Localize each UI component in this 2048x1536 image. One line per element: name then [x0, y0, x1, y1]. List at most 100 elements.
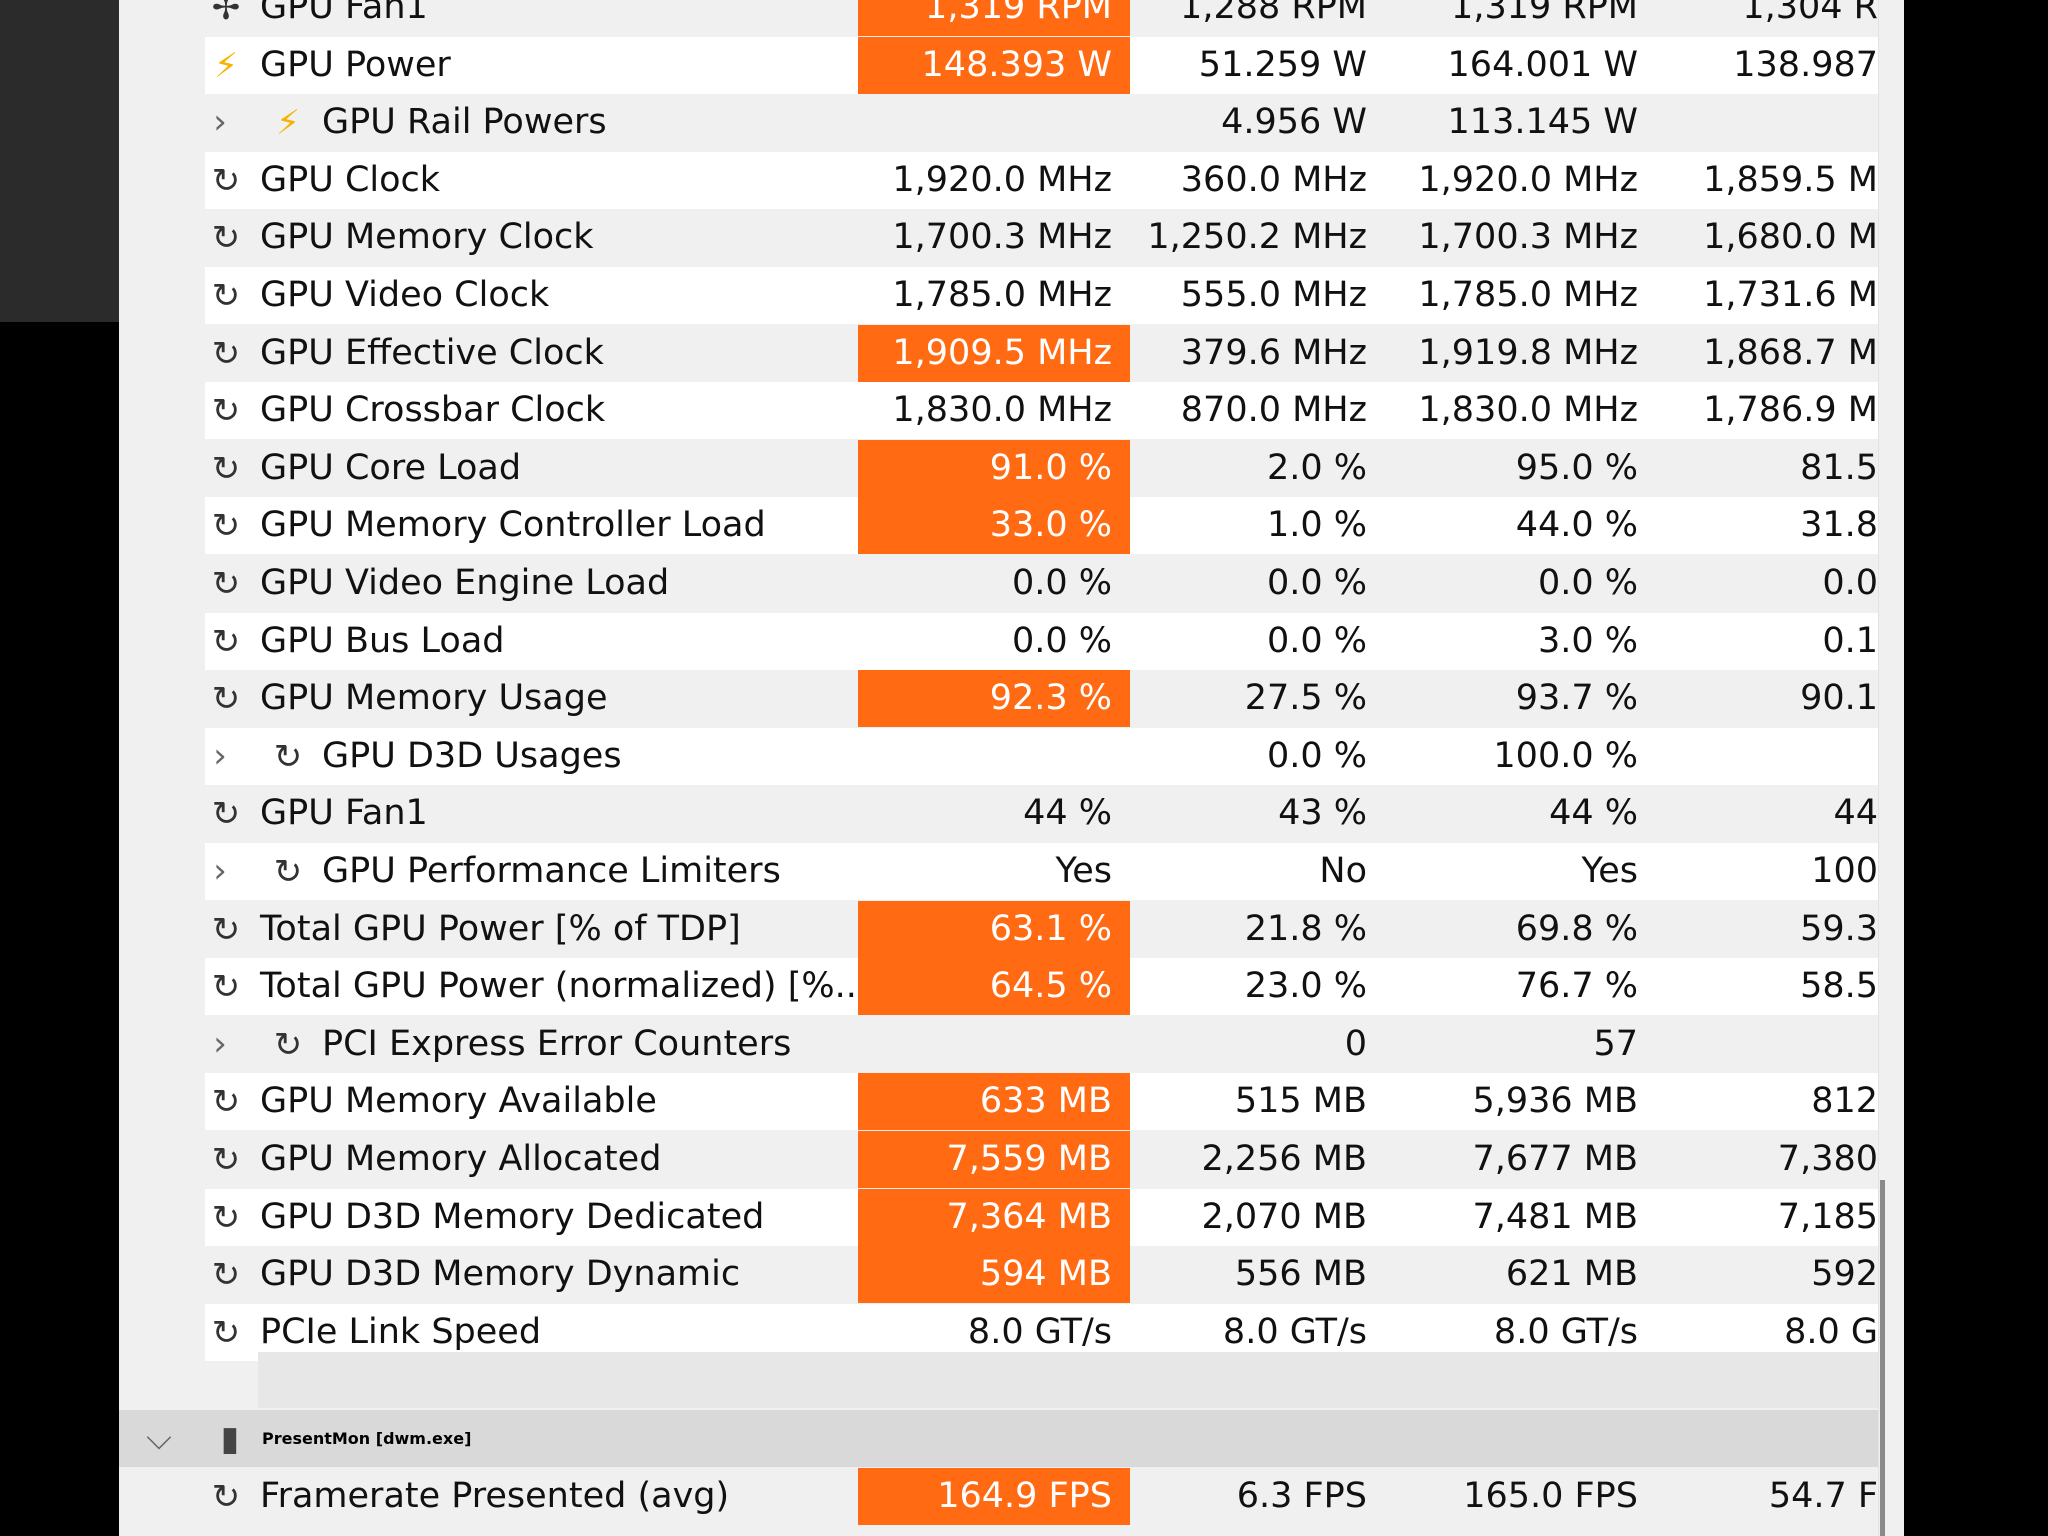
sensor-row[interactable]: ↻ GPU Fan1 44 % 43 % 44 % 44 — [205, 785, 1878, 842]
sensor-row[interactable]: › ↻ GPU D3D Usages 0.0 % 100.0 % — [205, 728, 1878, 785]
current-cell: 64.5 % — [858, 958, 1130, 1015]
max-value: 57 — [1593, 1024, 1638, 1064]
bolt-icon: ⚡ — [276, 103, 300, 143]
average-value: 90.1 — [1800, 678, 1878, 718]
min-value: 0 — [1344, 1024, 1367, 1064]
sensor-row[interactable]: ↻ Total GPU Power [% of TDP] 63.1 % 21.8 % 6… — [205, 901, 1878, 958]
current-cell: 1,785.0 MHz — [858, 267, 1130, 324]
vertical-scrollbar[interactable] — [1878, 0, 1901, 1536]
max-value: 76.7 % — [1515, 966, 1638, 1006]
sensor-row[interactable]: ↻ GPU Core Load 91.0 % 2.0 % 95.0 % 81.5 — [205, 440, 1878, 497]
chip-icon: ▮ — [220, 1419, 240, 1459]
min-value: 870.0 MHz — [1180, 390, 1367, 430]
max-value: 1,830.0 MHz — [1418, 390, 1638, 430]
max-value: 44 % — [1549, 793, 1638, 833]
max-value: 8.0 GT/s — [1493, 1312, 1638, 1352]
average-value: 59.3 — [1800, 909, 1878, 949]
current-cell — [858, 728, 1130, 785]
sensor-row[interactable]: ↻ GPU Video Engine Load 0.0 % 0.0 % 0.0 % 0.0 — [205, 555, 1878, 612]
sensor-row[interactable]: ↻ GPU Video Clock 1,785.0 MHz 555.0 MHz 1,78… — [205, 267, 1878, 324]
sensor-name: PCI Express Error Counters — [322, 1024, 792, 1064]
max-value: 3.0 % — [1537, 621, 1638, 661]
current-cell: 7,364 MB — [858, 1189, 1130, 1246]
average-value: 1,868.7 M — [1703, 333, 1878, 373]
sensor-row[interactable]: ↻ GPU Clock 1,920.0 MHz 360.0 MHz 1,920.0 MH… — [205, 152, 1878, 209]
sensor-name: GPU Fan1 — [260, 0, 428, 27]
max-value: 7,677 MB — [1472, 1139, 1638, 1179]
current-value: 91.0 % — [989, 448, 1112, 488]
current-cell: 1,830.0 MHz — [858, 382, 1130, 439]
max-value: 95.0 % — [1515, 448, 1638, 488]
current-cell: 1,319 RPM — [858, 0, 1130, 36]
scrollbar-thumb[interactable] — [1880, 1180, 1885, 1536]
min-value: 515 MB — [1234, 1081, 1367, 1121]
min-value: 1.0 % — [1266, 505, 1367, 545]
chevron-right-icon[interactable]: › — [213, 1024, 227, 1064]
group-header-presentmon[interactable]: ⌵ ▮ PresentMon [dwm.exe] — [119, 1410, 1878, 1467]
max-value: 5,936 MB — [1472, 1081, 1638, 1121]
current-value: 1,319 RPM — [925, 0, 1112, 27]
current-cell: 633 MB — [858, 1073, 1130, 1130]
current-value: 1,920.0 MHz — [892, 160, 1112, 200]
sensor-row[interactable]: ↻ GPU Memory Controller Load 33.0 % 1.0 % 44… — [205, 497, 1878, 554]
sensor-row[interactable]: › ↻ PCI Express Error Counters 0 57 — [205, 1016, 1878, 1073]
sensor-row[interactable]: ↻ GPU D3D Memory Dynamic 594 MB 556 MB 621 M… — [205, 1246, 1878, 1303]
chevron-right-icon[interactable]: › — [213, 736, 227, 776]
sensor-row[interactable]: ↻ GPU Memory Available 633 MB 515 MB 5,936 M… — [205, 1073, 1878, 1130]
clock-icon: ↻ — [211, 910, 241, 950]
sensor-row[interactable]: ↻ GPU D3D Memory Dedicated 7,364 MB 2,070 M… — [205, 1189, 1878, 1246]
current-value: 63.1 % — [989, 909, 1112, 949]
average-value: 812 — [1811, 1081, 1878, 1121]
current-value: 1,830.0 MHz — [892, 390, 1112, 430]
current-value: 92.3 % — [989, 678, 1112, 718]
max-value: 164.001 W — [1447, 45, 1638, 85]
sensor-name: GPU Rail Powers — [322, 102, 607, 142]
sensor-row[interactable]: › ↻ GPU Performance Limiters Yes No Yes 100 — [205, 843, 1878, 900]
clock-icon: ↻ — [211, 218, 241, 258]
clock-icon: ↻ — [211, 1140, 241, 1180]
min-value: 360.0 MHz — [1180, 160, 1367, 200]
sensor-row[interactable]: ↻ GPU Memory Usage 92.3 % 27.5 % 93.7 % 90.1 — [205, 670, 1878, 727]
sensor-name: GPU D3D Memory Dedicated — [260, 1197, 765, 1237]
sensor-name: GPU Core Load — [260, 448, 522, 488]
sensor-row[interactable]: ↻ PCIe Link Speed 8.0 GT/s 8.0 GT/s 8.0 GT/s… — [205, 1304, 1878, 1361]
clock-icon: ↻ — [211, 391, 241, 431]
chevron-right-icon[interactable]: › — [213, 851, 227, 891]
clock-icon: ↻ — [211, 564, 241, 604]
sensor-name: GPU Power — [260, 45, 451, 85]
chevron-right-icon[interactable]: › — [213, 102, 227, 142]
current-cell: 91.0 % — [858, 440, 1130, 497]
sensor-name: GPU D3D Usages — [322, 736, 622, 776]
sensor-name: GPU Memory Available — [260, 1081, 657, 1121]
clock-icon: ↻ — [211, 506, 241, 546]
chevron-down-icon[interactable]: ⌵ — [146, 1418, 172, 1458]
current-value: 33.0 % — [989, 505, 1112, 545]
sensor-name: GPU Video Clock — [260, 275, 550, 315]
max-value: 1,700.3 MHz — [1418, 217, 1638, 257]
average-value: 592 — [1811, 1254, 1878, 1294]
sensor-row[interactable]: ↻ GPU Crossbar Clock 1,830.0 MHz 870.0 MHz 1… — [205, 382, 1878, 439]
max-value: 1,919.8 MHz — [1418, 333, 1638, 373]
average-value: 54.7 F — [1768, 1476, 1878, 1516]
sensor-row[interactable]: ↻ GPU Effective Clock 1,909.5 MHz 379.6 MHz… — [205, 325, 1878, 382]
min-value: 1,250.2 MHz — [1147, 217, 1367, 257]
current-cell: 92.3 % — [858, 670, 1130, 727]
sensor-row[interactable]: ↻ Total GPU Power (normalized) [%... 64.5 … — [205, 958, 1878, 1015]
sensor-row[interactable]: ✢ GPU Fan1 1,319 RPM 1,288 RPM 1,319 RPM 1,30… — [205, 0, 1878, 36]
min-value: 2,256 MB — [1201, 1139, 1367, 1179]
min-value: 6.3 FPS — [1236, 1476, 1367, 1516]
sensor-row[interactable]: ↻ GPU Bus Load 0.0 % 0.0 % 3.0 % 0.1 — [205, 613, 1878, 670]
sensor-row[interactable]: › ⚡ GPU Rail Powers 4.956 W 113.145 W — [205, 94, 1878, 151]
average-value: 1,786.9 M — [1703, 390, 1878, 430]
min-value: 556 MB — [1234, 1254, 1367, 1294]
current-cell: 594 MB — [858, 1246, 1130, 1303]
sensor-row[interactable]: ⚡ GPU Power 148.393 W 51.259 W 164.001 W 138.… — [205, 37, 1878, 94]
current-cell: 164.9 FPS — [858, 1468, 1130, 1525]
sensor-row[interactable]: ↻ GPU Memory Clock 1,700.3 MHz 1,250.2 MHz 1… — [205, 209, 1878, 266]
sensor-row[interactable]: ↻ Framerate Presented (avg) 164.9 FPS 6.3 F… — [205, 1468, 1878, 1525]
sensor-row[interactable]: ↻ GPU Memory Allocated 7,559 MB 2,256 MB 7,6… — [205, 1131, 1878, 1188]
average-value: 1,859.5 M — [1703, 160, 1878, 200]
clock-icon: ↻ — [211, 334, 241, 374]
clock-icon: ↻ — [211, 967, 241, 1007]
clock-icon: ↻ — [211, 1255, 241, 1295]
